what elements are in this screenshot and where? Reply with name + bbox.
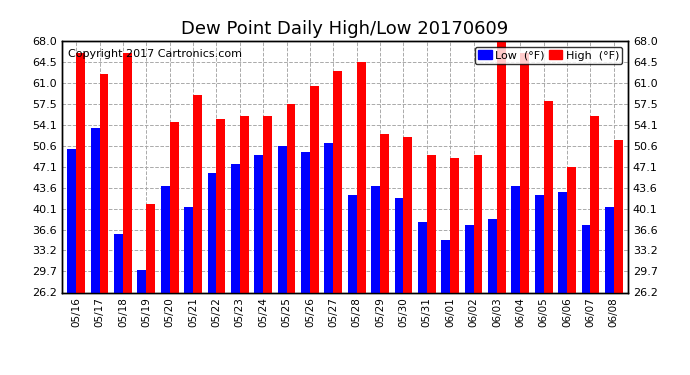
Bar	[161, 186, 170, 292]
Bar	[558, 192, 567, 292]
Bar	[208, 174, 217, 292]
Bar	[348, 195, 357, 292]
Bar	[310, 86, 319, 292]
Bar	[301, 153, 310, 292]
Bar	[76, 53, 85, 292]
Bar	[567, 168, 576, 292]
Bar	[231, 165, 240, 292]
Text: Copyright 2017 Cartronics.com: Copyright 2017 Cartronics.com	[68, 49, 242, 59]
Bar	[333, 71, 342, 292]
Bar	[473, 156, 482, 292]
Legend: Low  (°F), High  (°F): Low (°F), High (°F)	[475, 47, 622, 64]
Bar	[605, 207, 614, 292]
Bar	[67, 150, 76, 292]
Bar	[286, 104, 295, 292]
Bar	[114, 234, 123, 292]
Bar	[511, 186, 520, 292]
Bar	[324, 143, 333, 292]
Bar	[357, 62, 366, 292]
Bar	[520, 53, 529, 292]
Bar	[90, 128, 99, 292]
Bar	[371, 186, 380, 292]
Bar	[442, 240, 450, 292]
Bar	[217, 119, 226, 292]
Bar	[123, 53, 132, 292]
Bar	[544, 101, 553, 292]
Bar	[184, 207, 193, 292]
Bar	[380, 134, 389, 292]
Bar	[240, 116, 248, 292]
Bar	[427, 156, 435, 292]
Bar	[395, 198, 404, 292]
Bar	[464, 225, 473, 292]
Bar	[146, 204, 155, 292]
Bar	[99, 74, 108, 292]
Bar	[591, 116, 600, 292]
Bar	[614, 140, 623, 292]
Bar	[170, 122, 179, 292]
Bar	[450, 159, 459, 292]
Bar	[497, 35, 506, 292]
Bar	[404, 137, 413, 292]
Title: Dew Point Daily High/Low 20170609: Dew Point Daily High/Low 20170609	[181, 20, 509, 38]
Bar	[263, 116, 272, 292]
Bar	[488, 219, 497, 292]
Bar	[582, 225, 591, 292]
Bar	[277, 147, 286, 292]
Bar	[535, 195, 544, 292]
Bar	[255, 156, 263, 292]
Bar	[193, 95, 202, 292]
Bar	[418, 222, 427, 292]
Bar	[137, 270, 146, 292]
